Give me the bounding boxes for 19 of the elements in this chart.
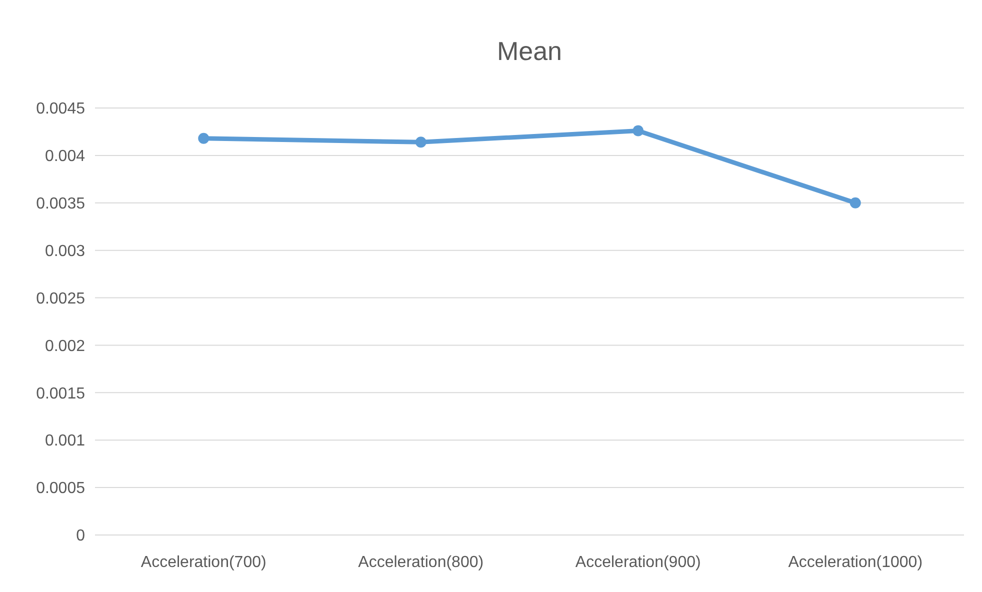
point [415, 136, 426, 148]
x-tick-label: Acceleration(800) [358, 554, 484, 571]
x-tick-label: Acceleration(900) [575, 554, 701, 571]
y-tick-label: 0.001 [44, 432, 86, 450]
y-tick-label: 0.002 [44, 338, 86, 355]
x-tick-label: Acceleration(1000) [788, 554, 923, 571]
y-tick-label: 0.003 [44, 242, 86, 260]
y-tick-label: 0.004 [44, 148, 86, 166]
chart-title: Mean [496, 36, 562, 66]
y-tick-label: 0.0035 [36, 195, 86, 212]
point [850, 197, 861, 208]
y-tick-label: 0.0045 [36, 100, 86, 118]
y-tick-label: 0.0005 [36, 480, 86, 498]
point [632, 125, 644, 136]
y-tick-label: 0 [76, 528, 86, 545]
point [198, 132, 210, 144]
y-tick-label: 0.0025 [36, 290, 86, 308]
x-tick-label: Acceleration(700) [140, 554, 266, 571]
y-tick-label: 0.0015 [36, 385, 86, 402]
